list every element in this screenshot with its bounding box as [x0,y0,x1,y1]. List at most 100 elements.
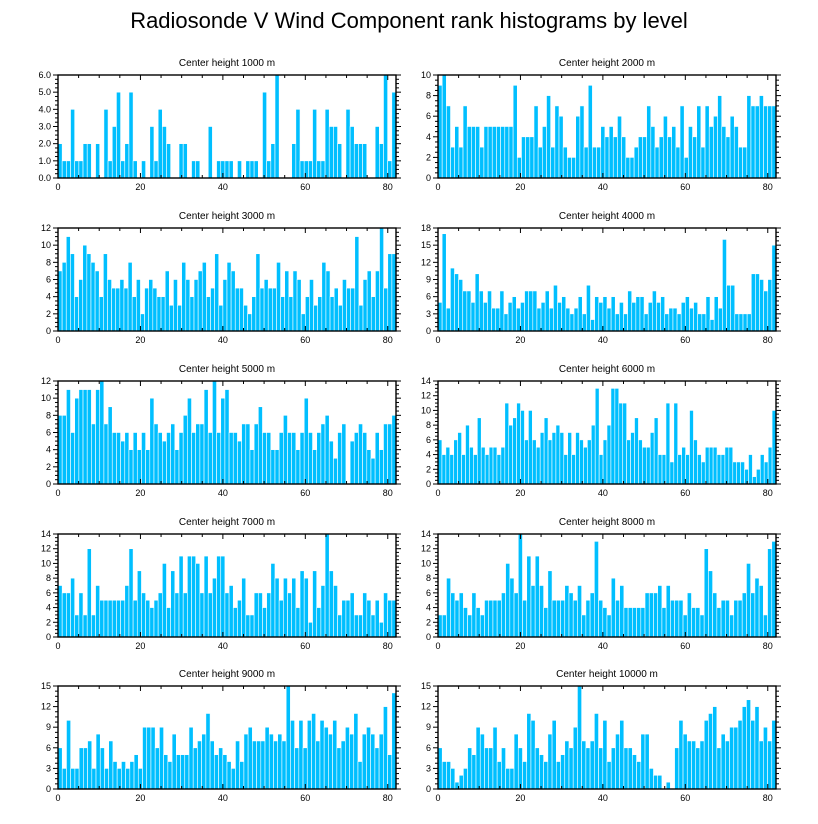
bar [163,754,169,790]
bar [171,733,177,790]
bar [547,570,553,638]
bar [682,733,688,790]
panel-8: Center height 8000 m 0 20 40 60 80 0 2 4 6 8 10 12 14 [421,517,781,651]
bar [581,740,587,790]
bar [66,592,71,638]
bar [450,768,456,790]
bar [484,747,490,790]
x-tick-label: 60 [680,182,690,192]
bar [116,91,121,179]
bar [247,313,253,332]
bar [148,279,154,332]
x-tick-label: 20 [135,335,145,345]
bar [701,461,706,485]
panel-6: Center height 6000 m 0 20 40 60 80 0 2 4 6 8 10 12 14 [421,364,781,498]
panel-title: Center height 4000 m [559,211,655,222]
x-tick-label: 0 [55,335,60,345]
bar [366,270,372,332]
bar [116,432,121,485]
bar [141,432,146,485]
bar [759,454,765,485]
y-tick-label: 4 [426,450,431,460]
y-tick-label: 10 [41,240,51,250]
bar [187,555,192,638]
y-tick-label: 6 [46,743,51,753]
bar [379,227,384,332]
bar [247,726,253,790]
bar [572,599,578,638]
bar [263,279,269,332]
x-tick-label: 0 [435,793,440,803]
bar [475,126,481,179]
bar [123,287,129,332]
bar [220,555,226,638]
bar [341,423,347,485]
bar [120,599,126,638]
x-tick-label: 0 [55,641,60,651]
bar [266,160,272,179]
bar [737,720,743,790]
bar [577,296,583,332]
bar [568,747,574,790]
bar [176,754,181,790]
bar [508,424,513,485]
bar [606,614,612,638]
bar [748,454,753,485]
bar [483,126,489,179]
bar [252,740,257,790]
bar [153,160,159,179]
bar [270,449,276,485]
bar [78,279,84,332]
x-tick-label: 60 [300,793,310,803]
bar [705,296,711,332]
bar [492,599,498,638]
bar [479,733,485,790]
bar [491,126,497,179]
bar [560,599,566,638]
bar [767,446,773,485]
bar [237,440,242,485]
bar [646,105,652,179]
bar [441,233,447,332]
bar [453,439,458,485]
bar [446,105,451,179]
bar [547,439,553,485]
bar [484,454,490,485]
y-tick-label: 6 [426,435,431,445]
bar [561,296,567,332]
bar [671,126,677,179]
x-tick-label: 40 [598,335,608,345]
x-tick-label: 60 [680,793,690,803]
bar [153,599,159,638]
bar [366,599,372,638]
bar [140,313,145,332]
bar [615,733,620,790]
bar [230,768,236,790]
bar [349,592,355,638]
bar [74,397,80,485]
bar [107,279,112,332]
bar [512,85,518,179]
panel-title: Center height 10000 m [556,669,658,680]
bar [480,446,486,485]
bar [610,296,616,332]
x-tick-label: 40 [598,641,608,651]
bar [667,136,672,179]
bar [625,157,631,179]
bar [754,105,760,179]
x-tick-label: 40 [218,335,228,345]
bar [450,592,456,638]
bar [166,607,171,638]
bar [182,592,188,638]
bar [554,105,560,179]
bar [635,296,641,332]
bar [201,262,207,332]
bar [379,449,384,485]
bar [528,290,534,332]
bar [262,91,267,179]
bar [224,592,230,638]
bar [555,424,561,485]
bar [647,302,653,332]
x-tick-label: 0 [435,488,440,498]
bar [598,302,604,332]
